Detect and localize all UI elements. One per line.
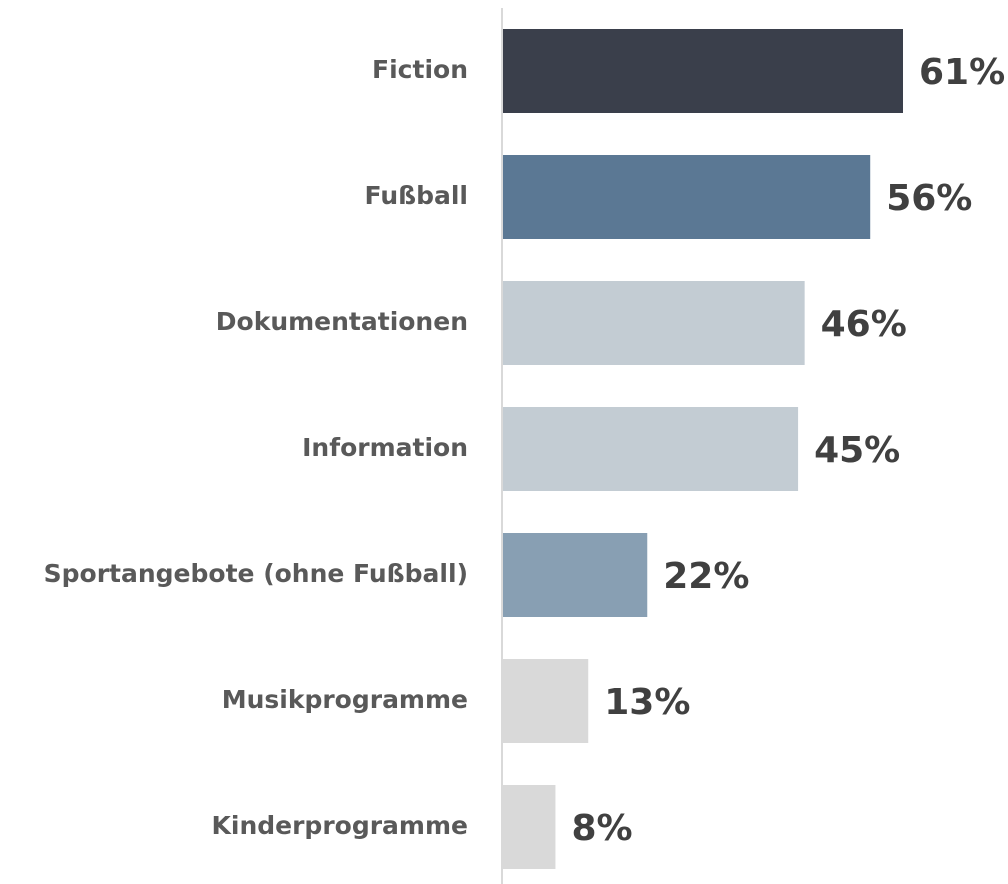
category-label: Kinderprogramme (212, 811, 468, 840)
category-label: Musikprogramme (222, 685, 468, 714)
category-label: Sportangebote (ohne Fußball) (44, 559, 468, 588)
category-label: Fiction (372, 55, 468, 84)
category-label: Dokumentationen (216, 307, 468, 336)
bar (503, 659, 589, 743)
category-label: Information (302, 433, 468, 462)
bar (503, 29, 903, 113)
bar (503, 533, 648, 617)
value-label: 56% (886, 178, 972, 219)
bar (503, 407, 799, 491)
value-label: 61% (919, 52, 1005, 93)
value-label: 22% (663, 556, 749, 597)
bar (503, 281, 805, 365)
value-label: 13% (604, 682, 690, 723)
value-label: 8% (571, 808, 632, 849)
value-label: 46% (821, 304, 907, 345)
value-label: 45% (814, 430, 900, 471)
category-label: Fußball (364, 181, 468, 210)
bar (503, 785, 556, 869)
bar (503, 155, 871, 239)
